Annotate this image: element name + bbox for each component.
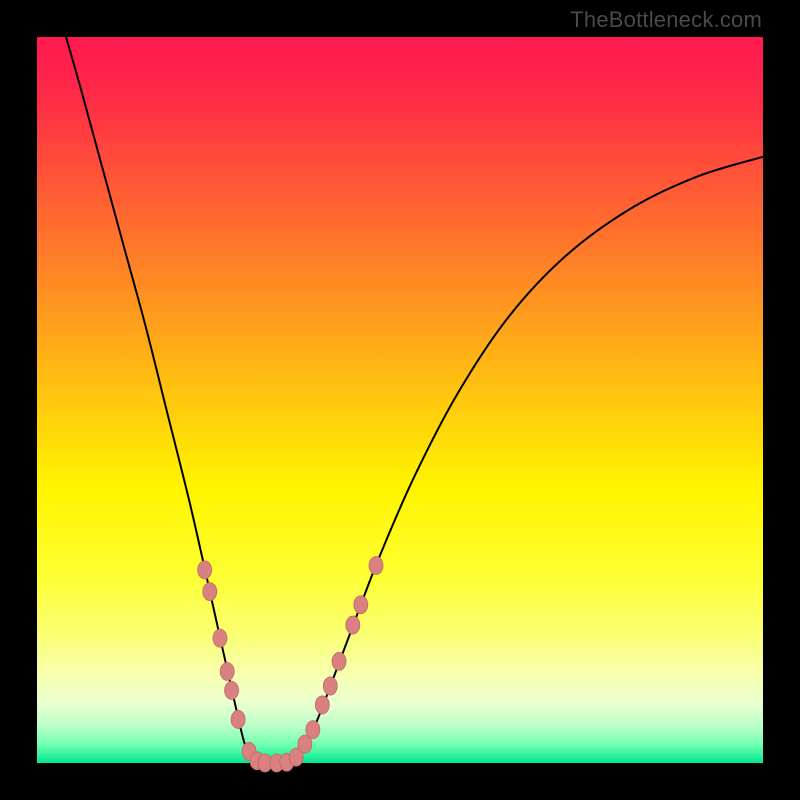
marker-dot bbox=[315, 696, 329, 714]
marker-dot bbox=[225, 681, 239, 699]
curve-line bbox=[66, 37, 763, 763]
marker-dot bbox=[354, 596, 368, 614]
marker-dot bbox=[332, 652, 346, 670]
marker-dot bbox=[346, 616, 360, 634]
marker-dot bbox=[369, 557, 383, 575]
chart-svg bbox=[0, 0, 800, 800]
marker-dot bbox=[203, 583, 217, 601]
marker-group bbox=[198, 557, 383, 772]
marker-dot bbox=[198, 561, 212, 579]
watermark-text: TheBottleneck.com bbox=[570, 7, 762, 33]
marker-dot bbox=[306, 721, 320, 739]
marker-dot bbox=[231, 710, 245, 728]
marker-dot bbox=[323, 677, 337, 695]
marker-dot bbox=[213, 629, 227, 647]
marker-dot bbox=[220, 663, 234, 681]
